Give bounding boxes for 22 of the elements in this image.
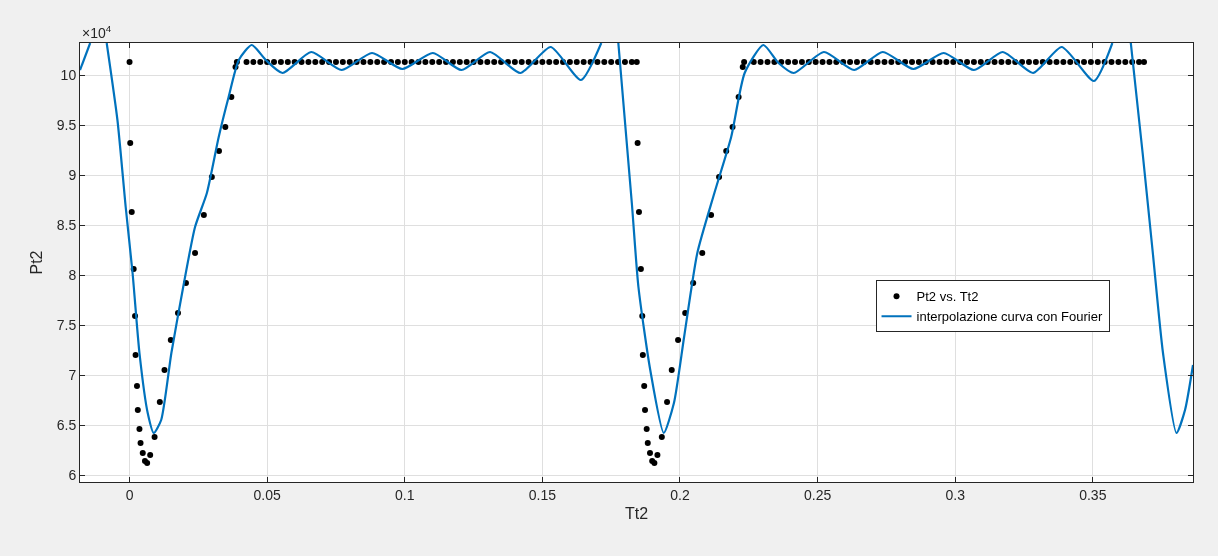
y-tick-label: 6.5 xyxy=(56,416,77,433)
x-tick-label: 0 xyxy=(125,486,134,503)
y-tick-label: 9.5 xyxy=(56,116,77,133)
x-tick-label: 0.1 xyxy=(395,486,415,503)
x-tick-label: 0.2 xyxy=(670,486,690,503)
x-tick-label: 0.35 xyxy=(1079,486,1107,503)
x-tick-label: 0.25 xyxy=(803,486,832,503)
y-tick-label: 8 xyxy=(68,266,77,283)
x-tick-label: 0.3 xyxy=(945,486,966,503)
y-tick-label: 7.5 xyxy=(56,316,77,333)
legend-label: Pt2 vs. Tt2 xyxy=(916,289,979,305)
y-tick-label: 6 xyxy=(68,466,77,483)
x-axis-title: Tt2 xyxy=(624,505,649,523)
x-tick-label: 0.15 xyxy=(528,486,557,503)
y-tick-label: 7 xyxy=(68,366,77,383)
text: ×10$^{4}$ xyxy=(82,23,112,41)
y-axis-title: Pt2 xyxy=(27,250,45,275)
x-tick-label: 0.05 xyxy=(253,486,281,503)
legend-label: interpolazione curva con Fourier xyxy=(916,309,1103,325)
y-tick-label: 8.5 xyxy=(56,216,77,233)
y-tick-label: 9 xyxy=(68,166,77,183)
y-tick-label: 10 xyxy=(60,66,77,83)
